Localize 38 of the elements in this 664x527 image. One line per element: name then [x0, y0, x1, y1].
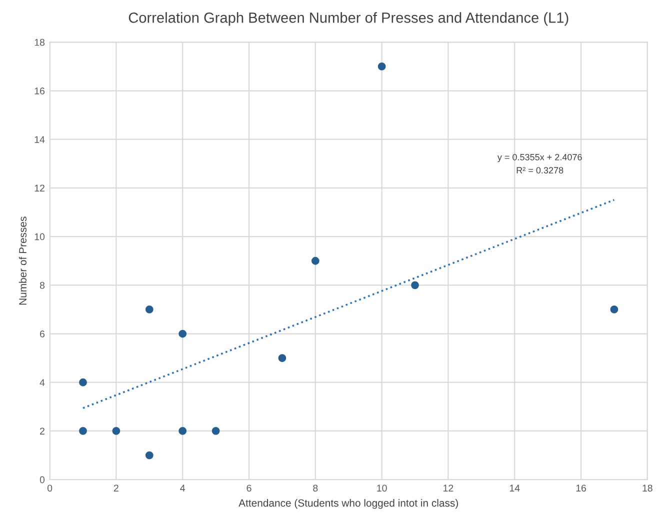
point [112, 427, 120, 435]
x-tick-label: 16 [576, 484, 586, 492]
y-tick-label: 10 [34, 233, 45, 240]
x-tick-label: 4 [180, 484, 186, 492]
y-tick-label: 18 [34, 38, 45, 46]
point [411, 281, 419, 290]
annotation: y = 0.5355x + 2.4076 [497, 154, 582, 162]
x-tick-label: 14 [510, 484, 520, 492]
y-tick-label: 14 [34, 136, 45, 143]
x-tick-label: 2 [114, 484, 118, 492]
y-tick-label: 16 [34, 87, 45, 94]
y-axis-title: Number of Presses [18, 216, 27, 305]
point [278, 354, 286, 362]
point [145, 451, 154, 460]
annotation: R² = 0.3278 [516, 167, 564, 174]
y-tick-label: 8 [40, 282, 45, 289]
point [79, 427, 87, 435]
y-tick-label: 4 [40, 379, 45, 386]
point [178, 330, 187, 338]
y-tick-label: 0 [40, 476, 45, 484]
x-tick-label: 6 [246, 484, 252, 492]
point [610, 306, 618, 314]
chart-title: Correlation Graph Between Number of Presses and Attendance (L1) [128, 12, 568, 26]
point [212, 427, 220, 435]
y-tick-label: 6 [40, 330, 45, 338]
point [145, 306, 154, 314]
x-axis-title: Attendance (Students who logged intot in class) [238, 499, 458, 509]
x-tick-label: 12 [444, 484, 454, 492]
x-tick-label: 8 [313, 484, 318, 492]
x-tick-label: 0 [47, 484, 52, 492]
x-tick-label: 10 [377, 484, 387, 492]
point [378, 62, 386, 70]
y-tick-label: 2 [40, 428, 44, 434]
point [178, 427, 187, 435]
point [311, 256, 320, 265]
y-tick-label: 12 [34, 184, 44, 192]
point [79, 378, 87, 386]
x-tick-label: 18 [642, 484, 652, 492]
